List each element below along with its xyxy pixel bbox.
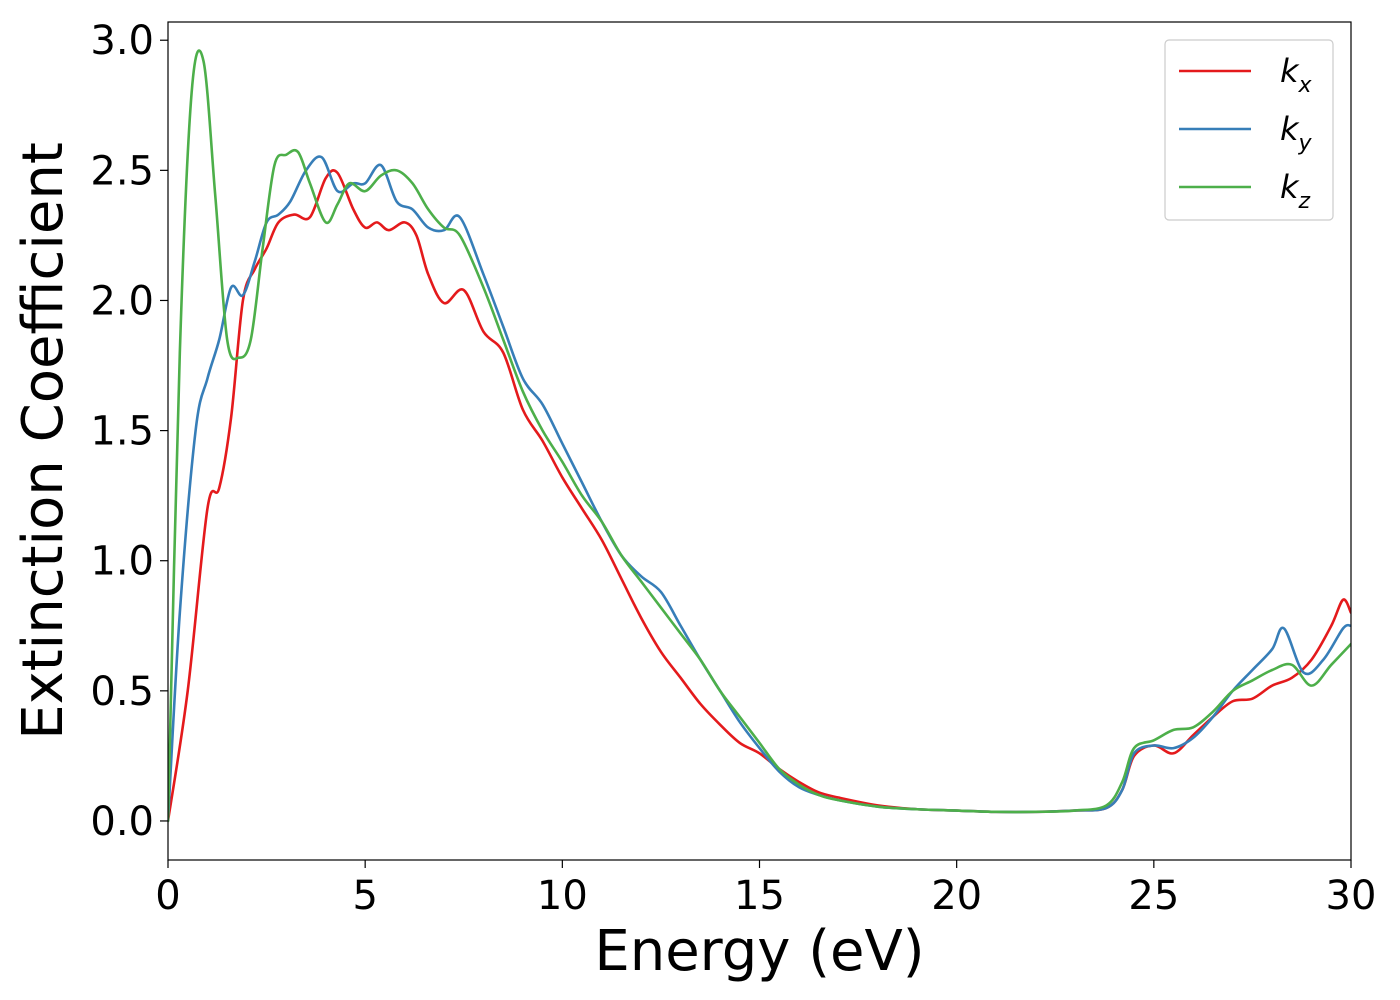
x-tick-label: 30 bbox=[1326, 873, 1377, 919]
x-tick-label: 10 bbox=[537, 873, 588, 919]
legend-label-k-z: kz bbox=[1280, 168, 1311, 214]
y-tick-label: 0.5 bbox=[90, 669, 154, 715]
series-layer bbox=[168, 49, 1351, 823]
legend: kx ky kz bbox=[1164, 39, 1334, 221]
x-tick-label: 5 bbox=[352, 873, 377, 919]
y-tick-label: 2.5 bbox=[90, 148, 154, 194]
x-tick-label: 15 bbox=[734, 873, 785, 919]
y-tick-label: 1.0 bbox=[90, 539, 154, 585]
legend-label-k-x: kx bbox=[1280, 52, 1313, 98]
y-tick-label: 0.0 bbox=[90, 799, 154, 845]
y-axis-title: Extinction Coefficient bbox=[11, 142, 76, 740]
y-axis-ticks: 0.0 0.5 1.0 1.5 2.0 2.5 3.0 bbox=[90, 18, 168, 845]
series-line-k-x bbox=[168, 169, 1351, 823]
y-tick-label: 1.5 bbox=[90, 409, 154, 455]
x-tick-label: 25 bbox=[1128, 873, 1179, 919]
legend-label-k-y: ky bbox=[1280, 110, 1313, 156]
x-tick-label: 0 bbox=[155, 873, 180, 919]
series-line-k-y bbox=[168, 155, 1351, 823]
x-tick-label: 20 bbox=[931, 873, 982, 919]
x-axis-title: Energy (eV) bbox=[594, 919, 924, 984]
y-tick-label: 3.0 bbox=[90, 18, 154, 64]
y-tick-label: 2.0 bbox=[90, 278, 154, 324]
series-line-k-z bbox=[168, 49, 1351, 823]
x-axis-ticks: 0 5 10 15 20 25 30 bbox=[155, 860, 1376, 919]
